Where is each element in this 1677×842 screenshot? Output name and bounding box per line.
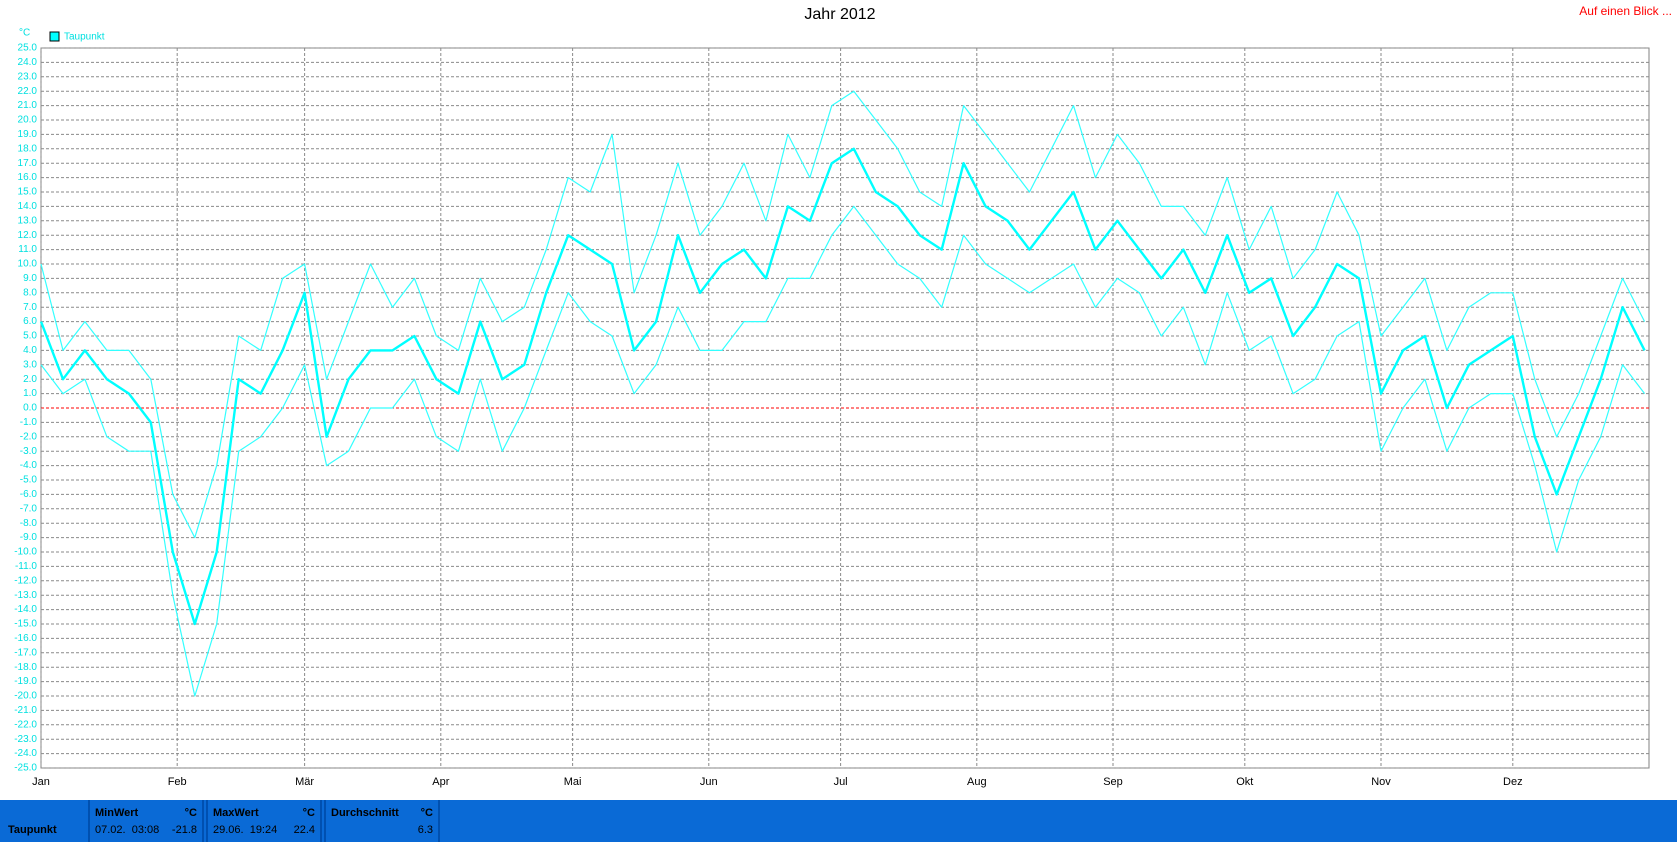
y-tick-label: 25.0 [18, 43, 38, 54]
y-tick-label: -21.0 [14, 705, 37, 716]
y-tick-label: 4.0 [23, 345, 37, 356]
y-unit: °C [19, 28, 30, 39]
chart-title: Jahr 2012 [804, 6, 875, 23]
y-tick-label: -11.0 [15, 561, 37, 572]
column-unit: °C [184, 807, 197, 819]
y-tick-label: 20.0 [18, 115, 38, 126]
x-tick-label: Feb [168, 776, 187, 788]
y-tick-label: 1.0 [23, 388, 37, 399]
y-tick-label: -2.0 [20, 431, 38, 442]
y-tick-label: 8.0 [23, 287, 37, 298]
x-tick-label: Apr [432, 776, 449, 788]
y-tick-label: -12.0 [14, 575, 37, 586]
y-tick-label: 16.0 [18, 172, 38, 183]
y-tick-label: 21.0 [18, 100, 38, 111]
y-tick-label: 19.0 [18, 129, 38, 140]
summary-cell: MinWert °C 07.02. 03:08 -21.8 [88, 800, 204, 842]
y-tick-label: -1.0 [20, 417, 38, 428]
column-time: 29.06. 19:24 [213, 824, 278, 836]
legend-label: Taupunkt [64, 32, 105, 43]
y-tick-label: -4.0 [20, 460, 38, 471]
y-tick-label: -19.0 [14, 676, 37, 687]
y-tick-label: 0.0 [23, 403, 37, 414]
series-line [40, 205, 1646, 697]
x-tick-label: Jun [700, 776, 718, 788]
x-tick-label: Aug [967, 776, 987, 788]
column-value: 22.4 [293, 824, 315, 836]
summary-cell: MaxWert °C 29.06. 19:24 22.4 [206, 800, 322, 842]
x-tick-label: Okt [1236, 776, 1253, 788]
y-tick-label: 17.0 [18, 158, 38, 169]
y-tick-label: 7.0 [23, 302, 37, 313]
y-tick-label: 5.0 [23, 331, 37, 342]
y-tick-label: -9.0 [20, 532, 38, 543]
y-tick-label: -14.0 [14, 604, 37, 615]
y-tick-label: -7.0 [20, 503, 38, 514]
y-tick-label: 3.0 [23, 359, 37, 370]
row-label: Taupunkt [8, 824, 57, 836]
series-line [40, 90, 1646, 539]
y-tick-label: 6.0 [23, 316, 37, 327]
y-tick-label: -24.0 [14, 748, 37, 759]
chart: Jahr 2012 Auf einen Blick ... °C -25.0 -2… [14, 4, 1672, 788]
y-tick-label: -8.0 [20, 518, 38, 529]
x-tick-label: Sep [1103, 776, 1123, 788]
y-tick-label: -15.0 [14, 619, 37, 630]
y-tick-label: -23.0 [14, 734, 37, 745]
column-header: MinWert [95, 807, 139, 819]
y-tick-label: 22.0 [18, 86, 38, 97]
y-tick-label: -16.0 [14, 633, 37, 644]
y-tick-label: 9.0 [23, 273, 37, 284]
y-tick-label: -22.0 [14, 719, 37, 730]
y-tick-label: 24.0 [18, 57, 38, 68]
column-header: Durchschnitt [331, 807, 399, 819]
y-tick-label: -13.0 [14, 590, 37, 601]
x-tick-label: Jul [834, 776, 848, 788]
y-tick-label: -20.0 [14, 691, 37, 702]
legend-swatch [49, 31, 60, 42]
column-unit: °C [302, 807, 315, 819]
y-tick-label: -5.0 [20, 475, 38, 486]
y-tick-label: -17.0 [14, 647, 37, 658]
y-tick-label: 23.0 [18, 71, 38, 82]
column-time: 07.02. 03:08 [95, 824, 160, 836]
series-line [39, 147, 1646, 626]
y-tick-label: -18.0 [14, 662, 37, 673]
y-tick-label: 15.0 [18, 187, 38, 198]
x-tick-label: Nov [1371, 776, 1391, 788]
y-tick-label: -6.0 [20, 489, 38, 500]
y-tick-label: -3.0 [20, 446, 38, 457]
y-tick-label: 18.0 [18, 143, 38, 154]
summary-cell: Durchschnitt °C 6.3 [324, 800, 440, 842]
x-tick-label: Dez [1503, 776, 1523, 788]
y-tick-label: -10.0 [14, 547, 37, 558]
y-tick-label: 10.0 [18, 259, 38, 270]
y-tick-label: 2.0 [23, 374, 37, 385]
y-tick-label: 13.0 [18, 215, 38, 226]
column-header: MaxWert [213, 807, 259, 819]
y-tick-label: -25.0 [14, 763, 37, 774]
x-tick-label: Mai [564, 776, 582, 788]
x-tick-label: Jan [32, 776, 50, 788]
column-value: -21.8 [171, 824, 197, 836]
x-tick-label: Mär [295, 776, 314, 788]
y-tick-label: 11.0 [18, 244, 37, 255]
column-unit: °C [420, 807, 433, 819]
summary-bar: Taupunkt MinWert °C 07.02. 03:08 -21.8 MaxWe… [0, 800, 1677, 842]
y-tick-label: 12.0 [18, 230, 38, 241]
overview-link[interactable]: Auf einen Blick ... [1579, 4, 1672, 18]
column-value: 6.3 [417, 824, 433, 836]
y-tick-label: 14.0 [18, 201, 38, 212]
